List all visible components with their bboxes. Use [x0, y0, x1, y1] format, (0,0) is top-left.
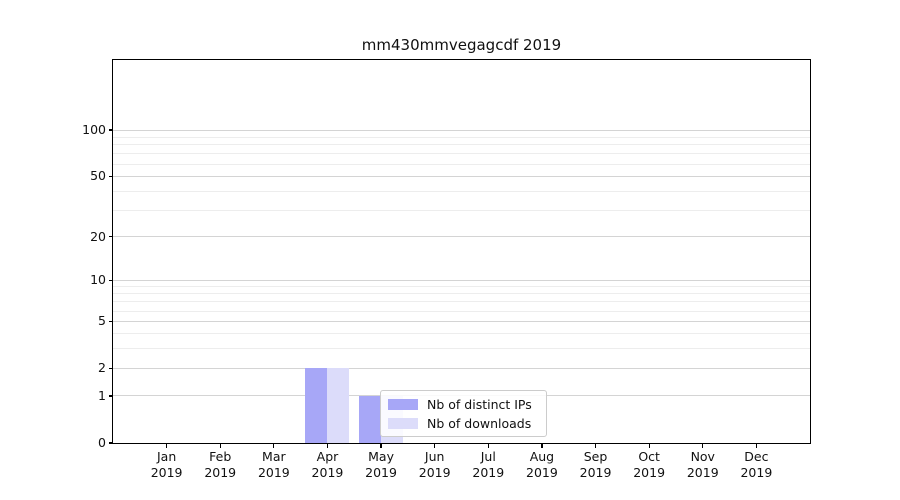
y-gridline-major	[113, 367, 810, 369]
x-tick-label: Mar 2019	[257, 449, 290, 480]
y-tick-label: 20	[90, 228, 106, 244]
x-tick-mark	[594, 443, 597, 448]
legend-item-distinct-ips: Nb of distinct IPs	[388, 397, 539, 412]
y-gridline-major	[113, 129, 810, 131]
legend-swatch-distinct-ips	[388, 399, 418, 410]
y-gridline-minor	[113, 153, 810, 155]
x-tick-mark	[755, 443, 757, 448]
x-tick-label: Dec 2019	[740, 449, 773, 480]
x-tick-label: Nov 2019	[686, 449, 719, 480]
y-tick-mark	[108, 320, 113, 323]
y-tick-label: 1	[98, 387, 106, 403]
x-tick-mark	[273, 443, 275, 448]
x-tick-label: Sep 2019	[579, 449, 612, 480]
y-gridline-minor	[113, 136, 810, 138]
legend-label-distinct-ips: Nb of distinct IPs	[427, 397, 532, 412]
x-tick-mark	[380, 443, 382, 448]
y-gridline-minor	[113, 144, 810, 146]
x-tick-label: Feb 2019	[204, 449, 237, 480]
y-gridline-minor	[113, 333, 810, 335]
y-gridline-major	[113, 175, 810, 177]
y-gridline-minor	[113, 190, 810, 192]
legend-item-downloads: Nb of downloads	[388, 416, 539, 431]
bar-nb-of-distinct-ips-may	[359, 395, 382, 443]
bar-nb-of-distinct-ips-apr	[305, 368, 328, 443]
y-gridline-minor	[113, 348, 810, 350]
x-tick-mark	[434, 443, 436, 448]
y-tick-mark	[108, 279, 113, 281]
plot-area	[113, 60, 810, 443]
y-gridline-major	[113, 236, 810, 238]
x-tick-mark	[326, 443, 329, 448]
x-tick-label: Apr 2019	[311, 449, 344, 480]
x-tick-label: Jul 2019	[472, 449, 505, 480]
y-gridline-major	[113, 320, 810, 322]
y-tick-mark	[108, 367, 113, 370]
x-tick-mark	[648, 443, 650, 448]
x-tick-mark	[219, 443, 221, 448]
y-tick-mark	[108, 235, 113, 238]
legend-swatch-downloads	[388, 418, 418, 429]
chart-title: mm430mmvegagcdf 2019	[361, 36, 562, 54]
x-tick-label: Jan 2019	[150, 449, 183, 480]
y-tick-label: 2	[98, 360, 106, 376]
y-tick-label: 0	[98, 435, 106, 450]
y-gridline-minor	[113, 293, 810, 295]
y-tick-mark	[108, 442, 113, 444]
x-tick-mark	[166, 443, 168, 448]
y-gridline-minor	[113, 163, 810, 165]
legend: Nb of distinct IPs Nb of downloads	[380, 390, 547, 437]
y-gridline-minor	[113, 310, 810, 312]
y-tick-label: 100	[82, 122, 106, 137]
y-tick-label: 5	[98, 313, 106, 329]
y-tick-label: 50	[90, 168, 106, 184]
x-tick-mark	[541, 443, 543, 448]
y-tick-mark	[108, 395, 113, 397]
x-tick-label: Aug 2019	[526, 449, 558, 480]
y-gridline-minor	[113, 301, 810, 303]
x-tick-label: Jun 2019	[418, 449, 451, 480]
y-tick-mark	[108, 175, 113, 177]
y-gridline-minor	[113, 209, 810, 211]
bar-nb-of-downloads-apr	[327, 368, 350, 443]
x-tick-label: May 2019	[365, 449, 397, 480]
y-tick-mark	[108, 129, 113, 131]
x-tick-label: Oct 2019	[633, 449, 666, 480]
x-tick-mark	[702, 443, 704, 448]
legend-label-downloads: Nb of downloads	[427, 416, 532, 431]
x-tick-mark	[487, 443, 489, 448]
y-tick-label: 10	[90, 272, 106, 288]
y-gridline-minor	[113, 286, 810, 288]
y-gridline-major	[113, 279, 810, 281]
